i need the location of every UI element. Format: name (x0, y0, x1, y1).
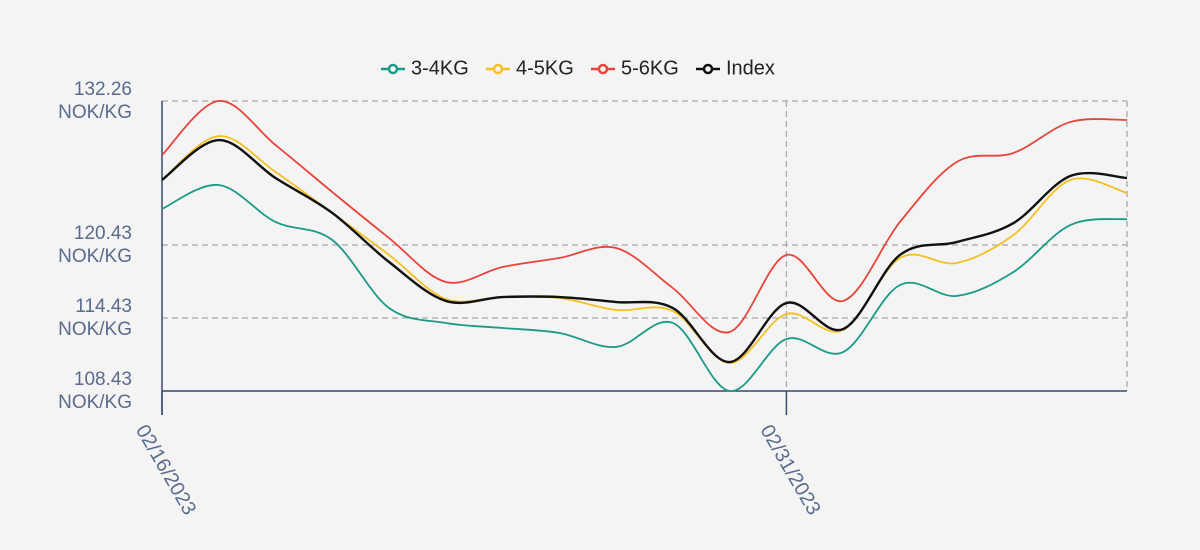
y-tick-label: 120.43 NOK/KG (58, 222, 132, 267)
series-line (161, 184, 1128, 392)
legend-marker (702, 63, 714, 75)
legend-item: 5-6KG (591, 57, 679, 79)
y-tick-label: 108.43 NOK/KG (58, 369, 132, 413)
legend-label: 3-4KG (411, 57, 469, 79)
legend-marker (492, 63, 504, 75)
legend-item: 4-5KG (486, 57, 574, 79)
legend-marker (597, 63, 609, 75)
legend-item: Index (696, 57, 775, 79)
series-line (161, 138, 1128, 364)
legend-label: 4-5KG (516, 57, 574, 79)
y-tick-label: 132.26 NOK/KG (58, 79, 132, 123)
x-tick-label: 02/31/2023 (756, 421, 825, 519)
x-tick-label: 02/16/2023 (131, 421, 200, 519)
y-tick-label: 114.43 NOK/KG (58, 295, 132, 340)
legend-item: 3-4KG (381, 57, 469, 79)
legend-label: Index (726, 57, 775, 79)
legend-label: 5-6KG (621, 57, 679, 79)
legend-marker (387, 63, 399, 75)
series-line (161, 100, 1128, 334)
